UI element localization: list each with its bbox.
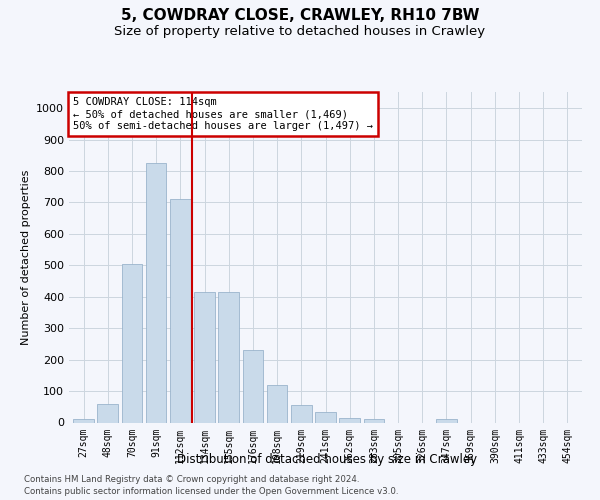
Bar xyxy=(242,350,263,422)
Bar xyxy=(340,418,360,422)
Bar xyxy=(194,292,215,422)
Bar xyxy=(315,412,336,422)
Bar xyxy=(436,420,457,422)
Bar xyxy=(97,404,118,422)
Y-axis label: Number of detached properties: Number of detached properties xyxy=(20,170,31,345)
Text: Contains public sector information licensed under the Open Government Licence v3: Contains public sector information licen… xyxy=(24,487,398,496)
Text: Size of property relative to detached houses in Crawley: Size of property relative to detached ho… xyxy=(115,25,485,38)
Bar xyxy=(291,405,311,422)
Text: Distribution of detached houses by size in Crawley: Distribution of detached houses by size … xyxy=(177,452,477,466)
Text: Contains HM Land Registry data © Crown copyright and database right 2024.: Contains HM Land Registry data © Crown c… xyxy=(24,475,359,484)
Text: 5 COWDRAY CLOSE: 114sqm
← 50% of detached houses are smaller (1,469)
50% of semi: 5 COWDRAY CLOSE: 114sqm ← 50% of detache… xyxy=(73,98,373,130)
Bar xyxy=(170,200,191,422)
Bar xyxy=(122,264,142,422)
Bar xyxy=(146,163,166,422)
Bar xyxy=(73,420,94,422)
Bar xyxy=(364,418,384,422)
Text: 5, COWDRAY CLOSE, CRAWLEY, RH10 7BW: 5, COWDRAY CLOSE, CRAWLEY, RH10 7BW xyxy=(121,8,479,22)
Bar xyxy=(218,292,239,422)
Bar xyxy=(267,385,287,422)
